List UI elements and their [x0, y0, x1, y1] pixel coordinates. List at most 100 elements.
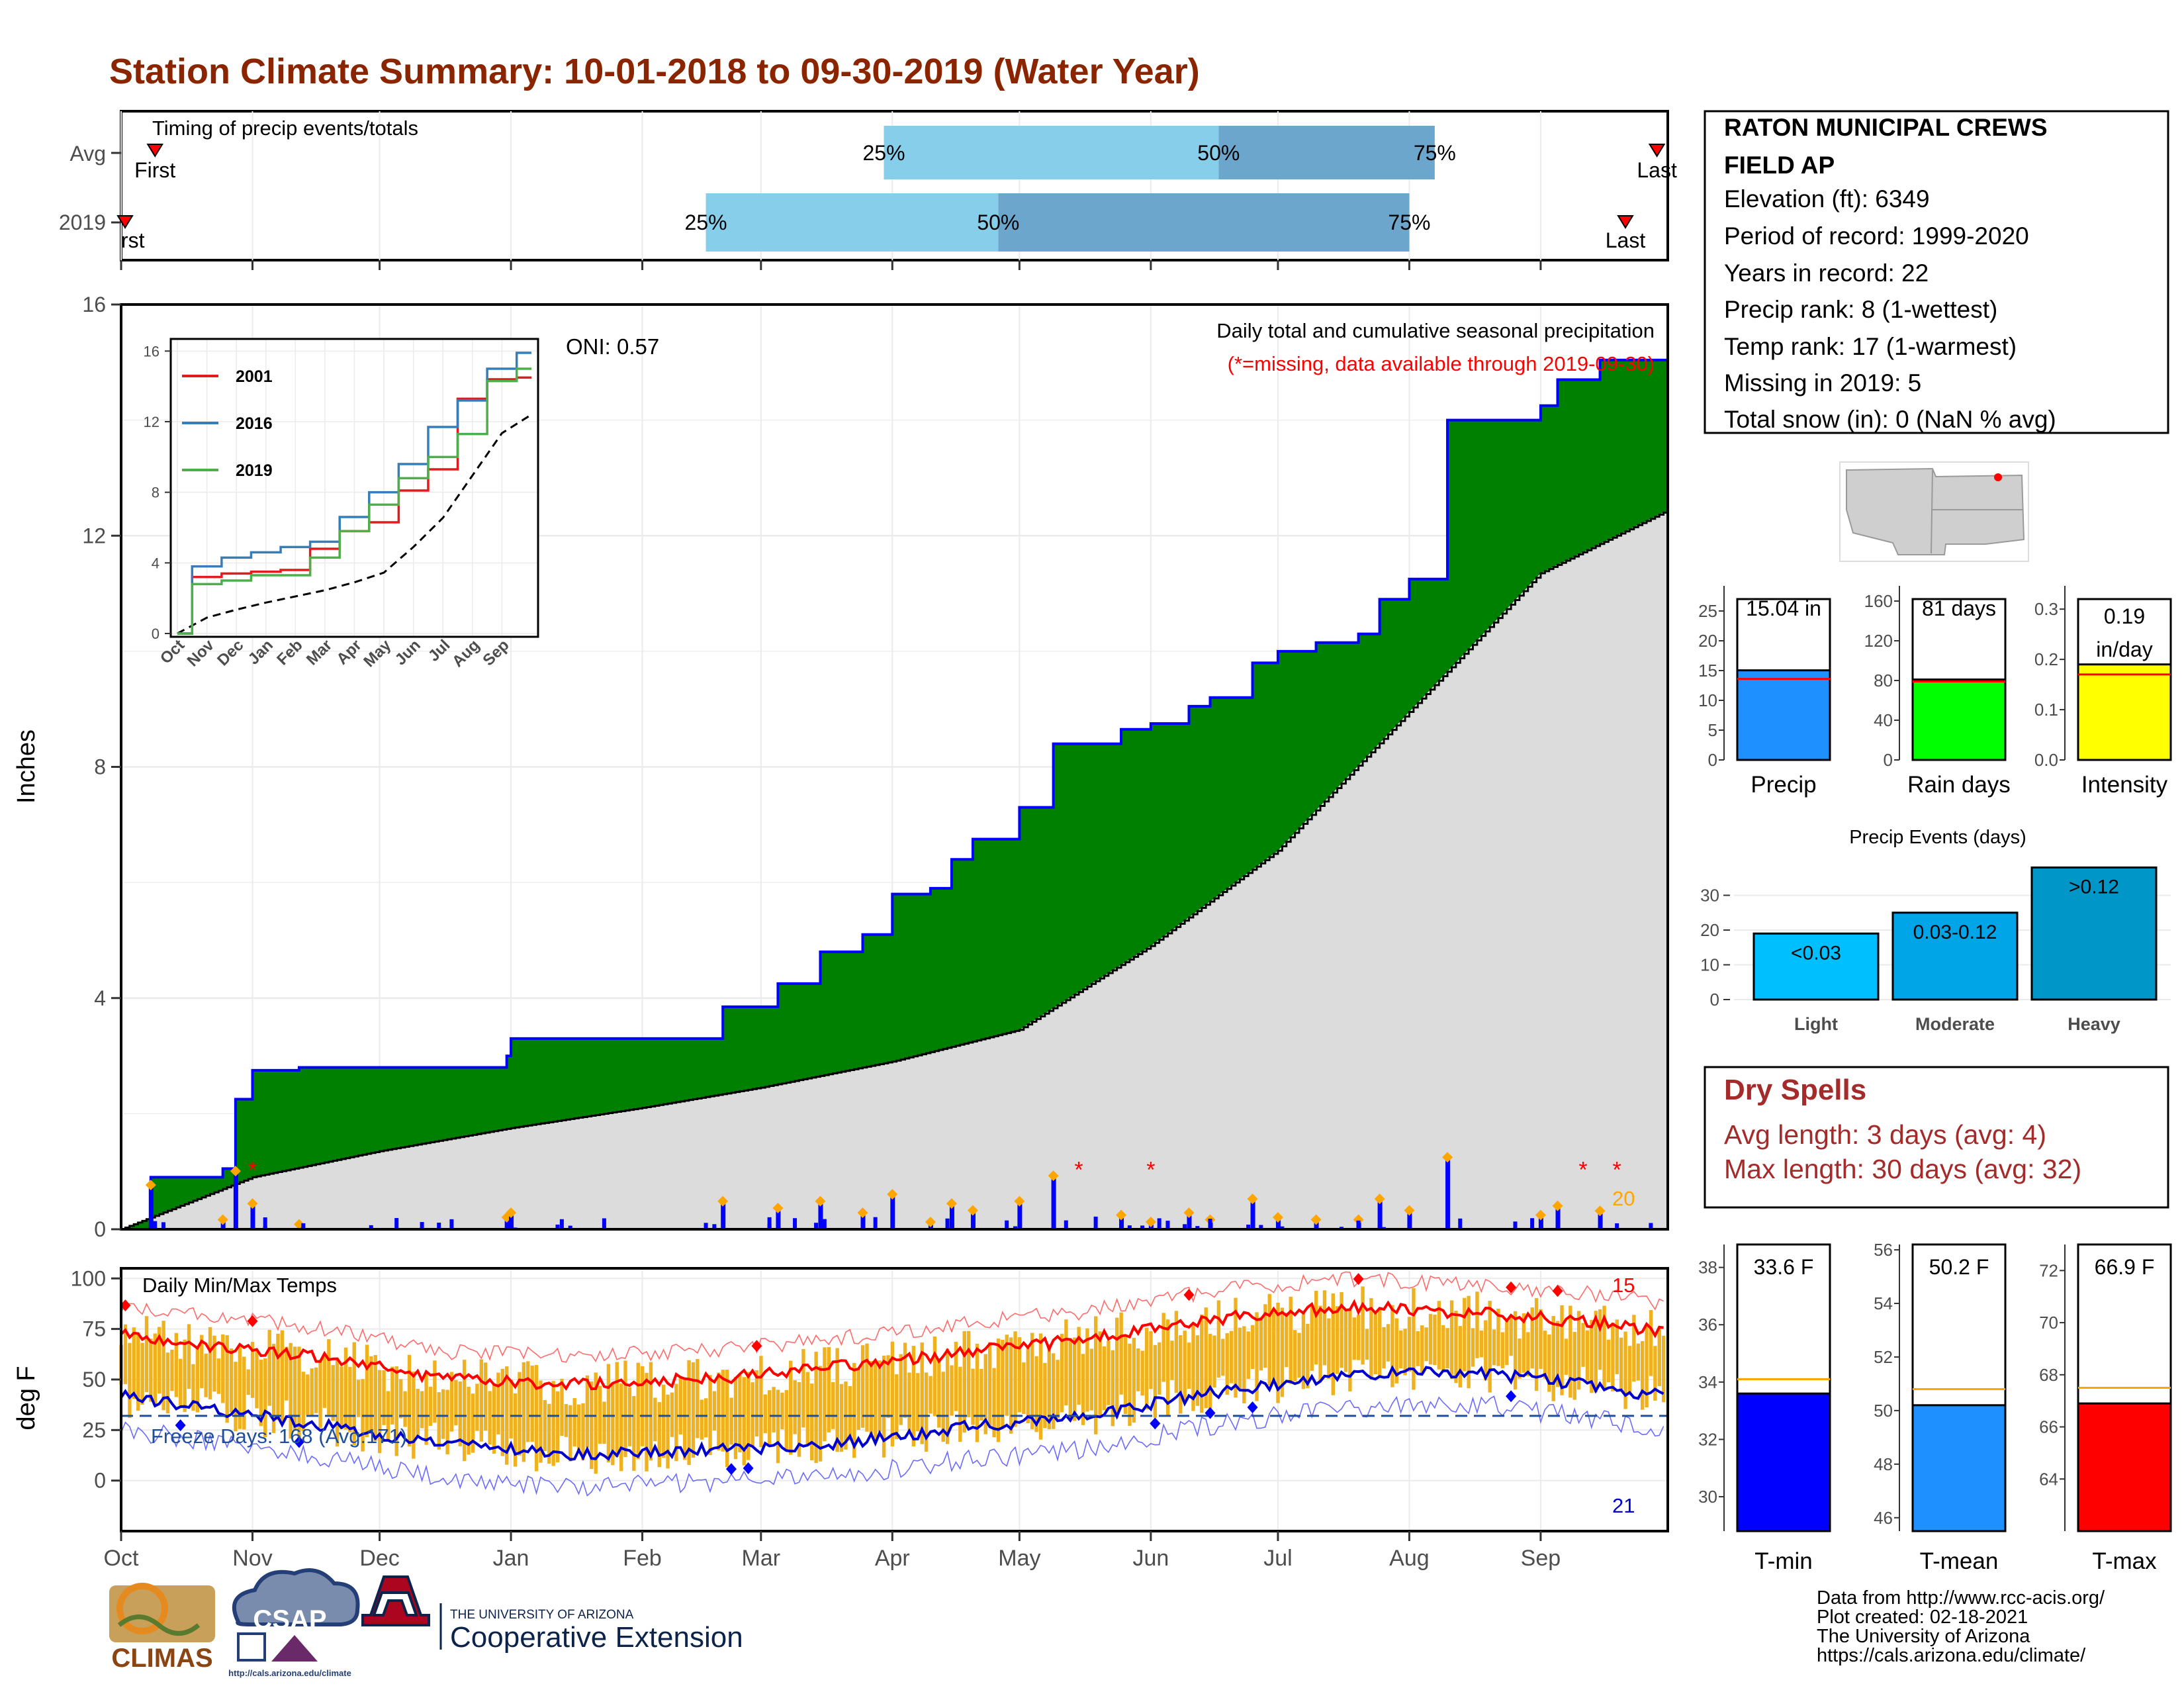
daily-temp-bar — [356, 1380, 361, 1417]
events-ytick-label: 0 — [1710, 990, 1719, 1009]
temp-ytick-label: 0 — [94, 1469, 106, 1493]
temp-summary-value: 33.6 F — [1754, 1255, 1814, 1279]
ua-university: THE UNIVERSITY OF ARIZONA — [450, 1608, 634, 1622]
event-marker — [1247, 1194, 1258, 1205]
avg-cumulative-line — [121, 511, 1668, 1231]
daily-precip-bar — [949, 1218, 954, 1229]
daily-temp-bar — [238, 1344, 242, 1429]
daily-temp-bar — [1102, 1346, 1107, 1411]
event-marker — [1014, 1196, 1025, 1207]
temp-summary-ytick-label: 54 — [1874, 1293, 1893, 1313]
event-marker — [506, 1207, 517, 1219]
daily-temp-bar — [1606, 1339, 1611, 1383]
daily-temp-bar — [1098, 1331, 1102, 1419]
daily-temp-bar — [1250, 1325, 1255, 1370]
daily-temp-bar — [1509, 1315, 1513, 1356]
daily-temp-bar — [636, 1362, 640, 1460]
events-bar-label: >0.12 — [2069, 876, 2119, 898]
daily-temp-bar — [179, 1358, 183, 1405]
daily-temp-bar — [170, 1349, 174, 1391]
daily-temp-bar — [289, 1342, 293, 1439]
daily-temp-bar — [619, 1383, 623, 1472]
daily-temp-bar — [585, 1375, 590, 1448]
daily-precip-bar — [814, 1223, 819, 1229]
inset-average-line — [177, 414, 532, 635]
missing-marker: * — [1146, 1157, 1155, 1182]
daily-temp-bar — [1331, 1293, 1335, 1395]
event-marker — [1594, 1205, 1606, 1217]
mini-ytick-label: 5 — [1708, 720, 1717, 740]
timing-percent-label: 75% — [1388, 211, 1430, 234]
daily-temp-bar — [271, 1344, 276, 1433]
daily-temp-bar — [1551, 1315, 1555, 1401]
daily-precip-bar — [250, 1206, 255, 1229]
daily-temp-bar — [369, 1356, 373, 1434]
daily-temp-bar — [555, 1391, 560, 1463]
daily-temp-bar — [1534, 1297, 1539, 1391]
daily-temp-bar — [975, 1343, 979, 1442]
daily-temp-bar — [1077, 1327, 1081, 1405]
event-marker — [815, 1196, 826, 1207]
daily-temp-bar — [835, 1348, 839, 1452]
page-title: Station Climate Summary: 10-01-2018 to 0… — [109, 52, 1200, 91]
climas-text: CLIMAS — [111, 1644, 212, 1673]
daily-precip-bar — [1119, 1224, 1124, 1229]
daily-temp-bar — [1378, 1307, 1382, 1378]
daily-temp-bar — [632, 1396, 636, 1471]
temp-summary-ytick-label: 68 — [2039, 1365, 2058, 1385]
precip-surplus-area — [121, 359, 1668, 1229]
daily-precip-bar — [818, 1203, 823, 1229]
daily-temp-bar — [318, 1360, 322, 1428]
temp-summary-ytick-label: 64 — [2039, 1469, 2058, 1489]
daily-temp-bar — [581, 1403, 585, 1461]
daily-precip-bar — [1649, 1223, 1653, 1229]
daily-precip-bar — [1051, 1178, 1056, 1229]
daily-temp-bar — [1267, 1293, 1271, 1385]
daily-temp-bar — [814, 1352, 818, 1464]
mini-ytick-label: 120 — [1864, 631, 1893, 651]
daily-temp-bar — [1153, 1344, 1158, 1418]
daily-temp-bar — [1657, 1327, 1661, 1386]
daily-precip-bar — [233, 1174, 238, 1229]
daily-temp-bar — [1225, 1333, 1229, 1395]
daily-temp-bar — [594, 1372, 598, 1474]
daily-temp-bar — [1500, 1332, 1505, 1368]
daily-precip-bar — [161, 1222, 166, 1229]
daily-temp-bar — [590, 1381, 594, 1470]
record-min-marker — [1506, 1390, 1517, 1403]
precip-ytick-label: 4 — [94, 986, 106, 1010]
daily-precip-bar — [153, 1221, 158, 1229]
mini-bar-Intensity — [2077, 663, 2172, 761]
daily-temp-bar — [899, 1354, 903, 1425]
daily-temp-bar — [463, 1360, 467, 1462]
daily-temp-bar — [445, 1389, 449, 1454]
daily-temp-bar — [725, 1370, 729, 1468]
daily-temp-bar — [513, 1393, 518, 1467]
daily-temp-bar — [123, 1324, 128, 1384]
mini-ytick-label: 0 — [1708, 750, 1717, 770]
daily-temp-bar — [1661, 1335, 1666, 1403]
daily-temp-bar — [763, 1394, 768, 1434]
temp-summary-bar-T-mean — [1911, 1404, 2007, 1532]
dry-spells-frame — [1704, 1066, 2169, 1209]
daily-temp-bar — [1229, 1331, 1234, 1383]
daily-precip-bar — [793, 1218, 797, 1229]
daily-precip-bar — [1195, 1226, 1200, 1229]
record-max-marker — [247, 1315, 258, 1327]
daily-precip-bar — [1356, 1220, 1361, 1229]
daily-temp-bar — [398, 1379, 403, 1419]
daily-temp-bar — [987, 1342, 992, 1426]
mini-ytick-label: 25 — [1698, 601, 1717, 621]
daily-temp-bar — [382, 1370, 386, 1425]
daily-precip-bar — [1064, 1220, 1068, 1229]
daily-temp-bar — [390, 1366, 394, 1425]
record-max-marker — [751, 1340, 762, 1352]
daily-temp-bar — [950, 1365, 954, 1416]
daily-temp-bar — [1170, 1340, 1174, 1380]
daily-temp-bar — [1030, 1333, 1034, 1430]
station-years: Years in record: 22 — [1724, 259, 1929, 287]
inset-series-2019 — [177, 367, 531, 635]
daily-precip-bar — [1157, 1218, 1161, 1229]
daily-temp-bar — [1158, 1342, 1161, 1395]
daily-temp-bar — [1518, 1338, 1522, 1379]
